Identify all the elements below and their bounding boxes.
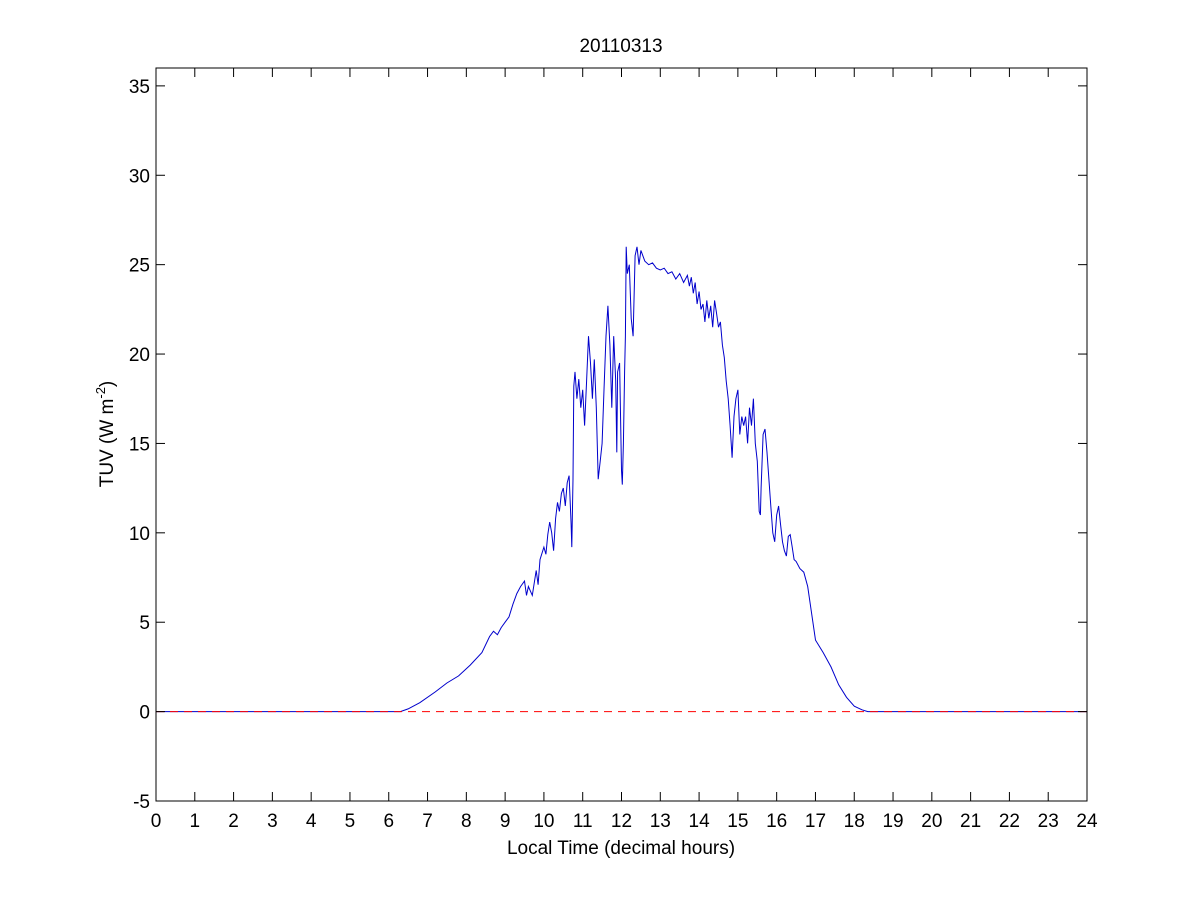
- y-axis-label-superscript: -2: [93, 387, 108, 399]
- x-tick-label: 6: [383, 811, 394, 832]
- y-tick-label: 15: [129, 434, 150, 455]
- chart-title: 20110313: [579, 36, 662, 57]
- x-tick-label: 8: [461, 811, 472, 832]
- x-tick-label: 13: [650, 811, 671, 832]
- x-axis: 0 1 2 3 4 5 6 7 8 9 10 11 12 13 14 15 16 17 18 19 20 21 22 23 24: [151, 68, 1098, 832]
- x-tick-label: 12: [611, 811, 632, 832]
- y-tick-label: 5: [139, 613, 150, 634]
- plot-area: [156, 246, 1087, 713]
- y-axis-label: TUV (W m-2): [93, 381, 118, 488]
- x-tick-label: 2: [228, 811, 239, 832]
- x-tick-label: 1: [190, 811, 201, 832]
- x-axis-label: Local Time (decimal hours): [507, 838, 735, 859]
- x-tick-label: 7: [422, 811, 433, 832]
- x-tick-label: 14: [689, 811, 711, 832]
- x-tick-label: 18: [844, 811, 865, 832]
- x-tick-label: 19: [882, 811, 903, 832]
- y-tick-label: 0: [139, 703, 150, 724]
- x-tick-label: 0: [151, 811, 162, 832]
- x-tick-label: 22: [999, 811, 1020, 832]
- axes-box: [155, 67, 1088, 802]
- y-axis-label-main: TUV (W m: [97, 399, 118, 488]
- x-tick-label: 15: [727, 811, 748, 832]
- x-tick-label: 17: [805, 811, 826, 832]
- x-tick-label: 24: [1076, 811, 1098, 832]
- x-tick-label: 10: [533, 811, 554, 832]
- y-axis-label-close: ): [97, 381, 118, 387]
- x-tick-label: 4: [306, 811, 317, 832]
- y-tick-label: 30: [129, 166, 150, 187]
- y-tick-label: 25: [129, 256, 150, 277]
- x-tick-label: 3: [267, 811, 278, 832]
- y-tick-label: 10: [129, 524, 150, 545]
- x-tick-label: 20: [921, 811, 942, 832]
- x-tick-label: 21: [960, 811, 981, 832]
- y-tick-label: 35: [129, 77, 150, 98]
- y-tick-label: 20: [129, 345, 150, 366]
- tuv-series-line: [156, 246, 1087, 713]
- y-tick-label: -5: [133, 792, 150, 813]
- y-axis: -5 0 5 10 15 20 25 30 35: [129, 77, 1087, 813]
- x-tick-label: 16: [766, 811, 787, 832]
- x-tick-label: 23: [1038, 811, 1059, 832]
- x-tick-label: 9: [500, 811, 511, 832]
- x-tick-label: 5: [345, 811, 356, 832]
- x-tick-label: 11: [573, 811, 593, 832]
